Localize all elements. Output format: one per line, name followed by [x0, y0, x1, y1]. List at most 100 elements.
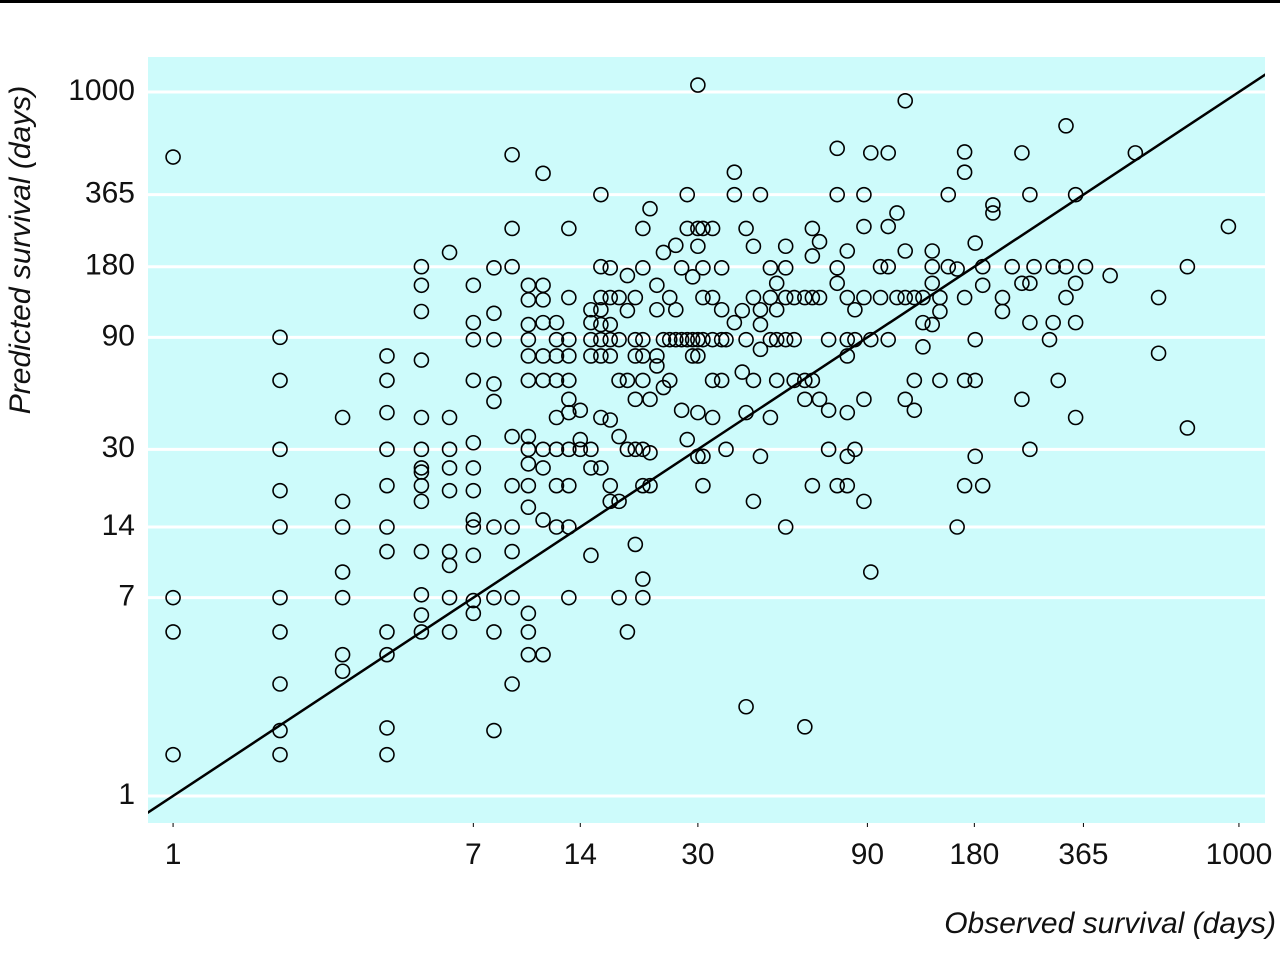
identity-line	[148, 73, 1265, 815]
point	[486, 722, 502, 739]
point	[272, 372, 288, 389]
point	[704, 289, 721, 306]
point	[862, 145, 879, 161]
point	[915, 314, 931, 331]
point	[738, 220, 754, 237]
point	[611, 589, 627, 606]
point	[655, 244, 672, 261]
point	[880, 145, 897, 161]
point	[504, 519, 520, 535]
point	[635, 220, 651, 237]
point	[548, 314, 565, 331]
point	[690, 77, 706, 93]
point	[441, 244, 458, 261]
point	[504, 220, 520, 237]
point	[820, 331, 837, 348]
point	[413, 409, 430, 426]
point	[695, 331, 711, 348]
point	[1014, 391, 1030, 408]
y-tick-label: 1000	[68, 74, 135, 107]
point	[165, 589, 181, 606]
point	[1067, 275, 1084, 292]
point	[829, 186, 845, 203]
point	[718, 331, 734, 348]
point	[897, 92, 914, 109]
point	[1058, 118, 1074, 134]
point	[726, 314, 743, 331]
point	[695, 448, 711, 465]
point	[548, 348, 565, 364]
point	[862, 564, 879, 580]
point	[738, 331, 754, 348]
top-rule	[0, 0, 1280, 3]
point	[713, 372, 730, 389]
point	[334, 646, 351, 663]
point	[974, 477, 991, 494]
point	[619, 267, 636, 284]
point	[738, 698, 754, 715]
point	[593, 289, 609, 306]
point	[635, 589, 651, 606]
point	[465, 460, 482, 476]
point	[520, 499, 537, 516]
point	[593, 409, 609, 426]
point	[635, 571, 651, 587]
point	[561, 441, 577, 458]
point	[762, 260, 779, 276]
point	[642, 200, 658, 217]
point	[777, 260, 794, 276]
point	[413, 543, 430, 560]
point	[548, 441, 565, 458]
point	[695, 220, 711, 237]
point	[956, 164, 973, 181]
point	[1004, 258, 1020, 275]
point	[777, 289, 794, 306]
point	[1067, 409, 1084, 426]
point	[872, 258, 889, 275]
point	[602, 260, 619, 276]
point	[465, 512, 482, 528]
point	[583, 314, 599, 331]
point	[839, 331, 856, 348]
point	[583, 547, 599, 564]
point	[441, 441, 458, 458]
point	[465, 434, 482, 451]
point	[1179, 258, 1196, 275]
point	[520, 316, 537, 333]
point	[1050, 372, 1067, 389]
x-tick-label: 30	[681, 838, 714, 871]
point	[752, 186, 769, 203]
point	[718, 441, 734, 458]
point	[1022, 275, 1038, 292]
point	[627, 536, 644, 553]
point	[839, 404, 856, 421]
point	[635, 372, 651, 389]
point	[486, 589, 502, 606]
point	[690, 348, 706, 364]
point	[465, 592, 482, 609]
point	[856, 289, 872, 306]
point	[974, 277, 991, 294]
point	[635, 260, 651, 276]
point	[924, 275, 941, 292]
point	[649, 301, 665, 318]
point	[413, 493, 430, 510]
point	[548, 519, 565, 535]
point	[726, 186, 743, 203]
point	[334, 663, 351, 680]
point	[465, 547, 482, 564]
point	[820, 441, 837, 458]
point	[583, 441, 599, 458]
point	[679, 220, 696, 237]
point	[504, 589, 520, 606]
y-tick-label: 7	[118, 580, 135, 613]
point	[690, 238, 706, 255]
point	[486, 376, 502, 392]
point	[561, 289, 577, 306]
point	[745, 372, 762, 389]
point	[642, 444, 658, 461]
point	[839, 289, 856, 306]
x-tick-label: 90	[851, 838, 884, 871]
y-tick-label: 365	[85, 177, 135, 210]
plot-area	[148, 57, 1265, 823]
